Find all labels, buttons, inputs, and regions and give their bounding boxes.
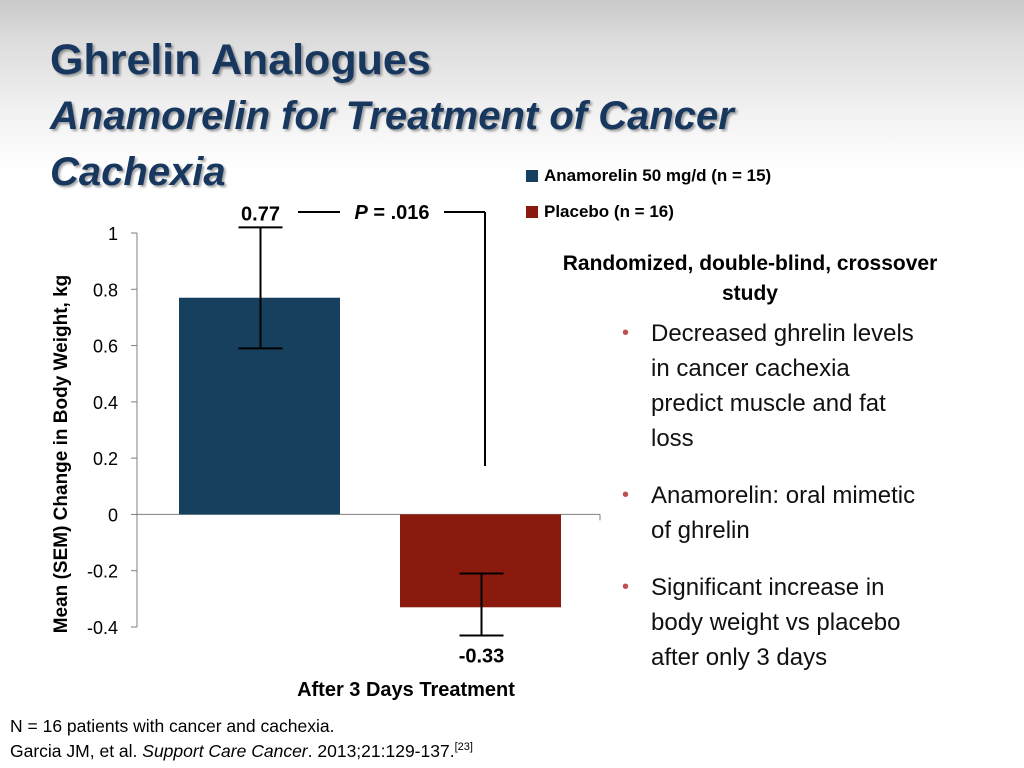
legend-item-placebo: Placebo (n = 16) xyxy=(526,202,771,222)
y-axis-label: Mean (SEM) Change in Body Weight, kg xyxy=(51,275,72,634)
y-tick-label: 1 xyxy=(108,224,118,244)
legend-label-anamorelin: Anamorelin 50 mg/d (n = 15) xyxy=(544,166,772,185)
bullet-text: Anamorelin: oral mimetic of ghrelin xyxy=(651,482,916,544)
bullet-dot-icon: • xyxy=(622,484,630,506)
p-value-label: P = .016 xyxy=(354,202,429,224)
data-label-placebo: -0.33 xyxy=(459,645,505,667)
bullet-dot-icon: • xyxy=(622,576,630,598)
p-value-text: = .016 xyxy=(368,202,430,224)
footnote-citation: Garcia JM, et al. Support Care Cancer. 2… xyxy=(10,739,473,764)
y-tick-label: 0.6 xyxy=(93,337,118,357)
y-tick-label: 0 xyxy=(108,505,118,525)
study-design-text: Randomized, double-blind, crossover stud… xyxy=(562,252,938,305)
slide-title: Ghrelin Analogues xyxy=(50,36,431,84)
citation-reference: [23] xyxy=(454,741,473,754)
citation-journal: Support Care Cancer xyxy=(142,741,308,761)
bars xyxy=(179,226,561,637)
bullet-item: • Significant increase in body weight vs… xyxy=(622,570,922,675)
y-tick-label: -0.4 xyxy=(87,618,118,638)
slide-subtitle: Anamorelin for Treatment of Cancer Cache… xyxy=(50,94,734,194)
bullet-item: • Decreased ghrelin levels in cancer cac… xyxy=(622,316,922,456)
citation-authors: Garcia JM, et al. xyxy=(10,741,143,761)
bullet-item: • Anamorelin: oral mimetic of ghrelin xyxy=(622,478,922,548)
y-tick-label: 0.2 xyxy=(93,449,118,469)
footnote-line-1: N = 16 patients with cancer and cachexia… xyxy=(10,716,335,736)
legend-swatch-placebo xyxy=(526,206,538,218)
legend-swatch-anamorelin xyxy=(526,170,538,182)
data-labels: 0.77 -0.33 xyxy=(241,203,504,667)
bullet-dot-icon: • xyxy=(622,322,630,344)
significance-annotation: P = .016 xyxy=(298,202,486,466)
x-axis-label: After 3 Days Treatment xyxy=(297,679,515,701)
footnote: N = 16 patients with cancer and cachexia… xyxy=(10,714,473,764)
y-tick-label: 0.8 xyxy=(93,280,118,300)
p-symbol: P xyxy=(354,202,368,224)
legend-label-placebo: Placebo (n = 16) xyxy=(544,202,674,221)
bullet-text: Decreased ghrelin levels in cancer cache… xyxy=(651,320,914,452)
y-tick-label: -0.2 xyxy=(87,562,118,582)
slide-title-block: Ghrelin Analogues Anamorelin for Treatme… xyxy=(50,32,870,200)
y-tick-label: 0.4 xyxy=(93,393,118,413)
data-label-anamorelin: 0.77 xyxy=(241,203,280,225)
citation-details: . 2013;21:129-137. xyxy=(307,741,455,761)
legend-item-anamorelin: Anamorelin 50 mg/d (n = 15) xyxy=(526,166,771,186)
bullet-list: • Decreased ghrelin levels in cancer cac… xyxy=(622,316,922,697)
chart-legend: Anamorelin 50 mg/d (n = 15) Placebo (n =… xyxy=(526,166,771,238)
bullet-text: Significant increase in body weight vs p… xyxy=(651,574,901,671)
